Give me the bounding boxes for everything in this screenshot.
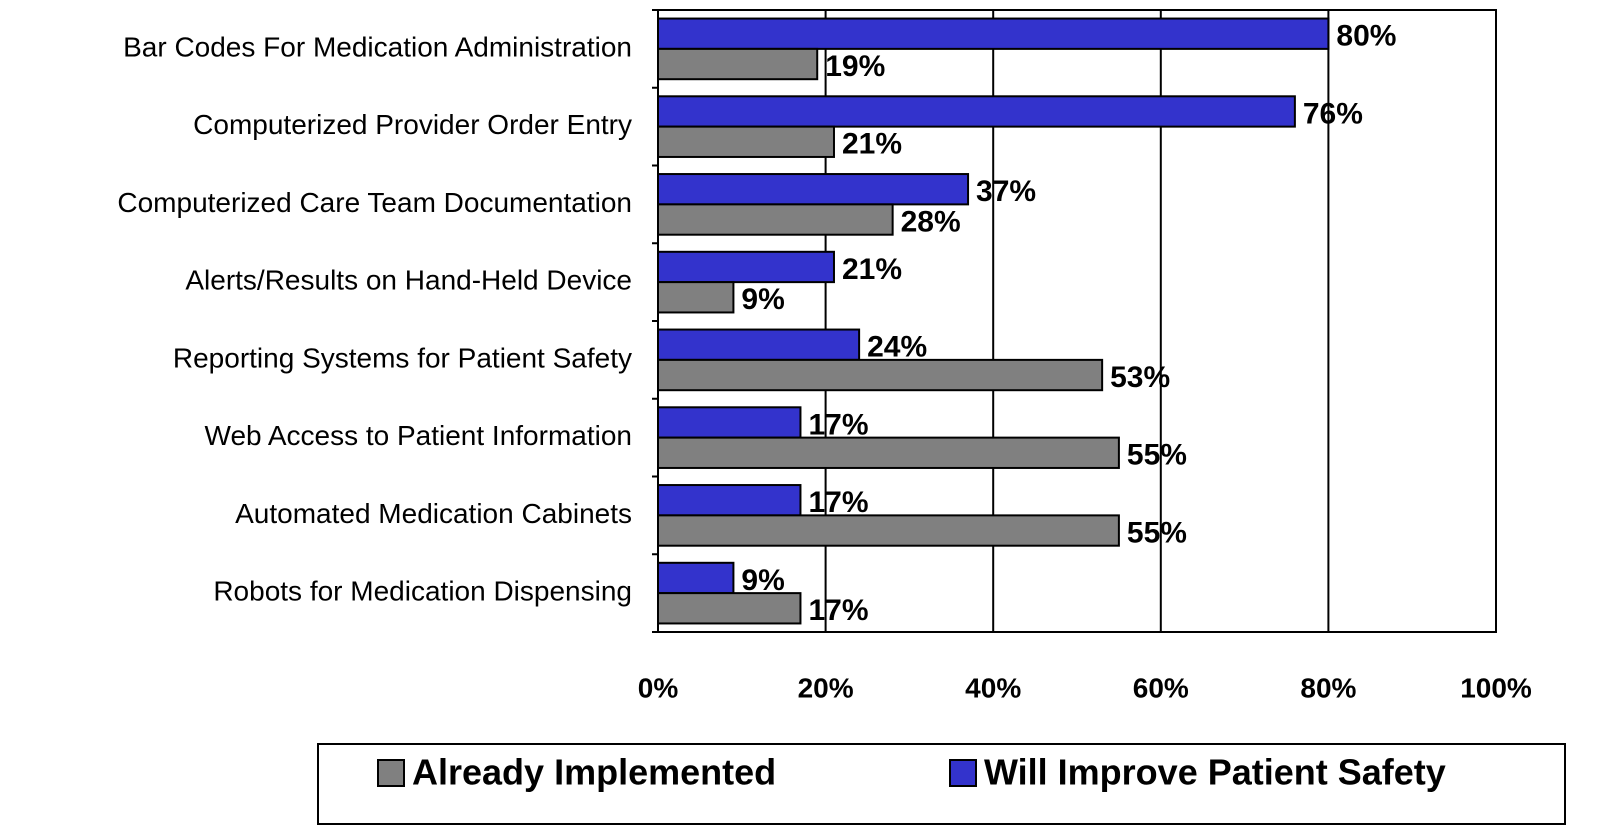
bar	[657, 514, 1120, 547]
legend-box	[317, 743, 1566, 825]
category-label: Alerts/Results on Hand-Held Device	[185, 265, 632, 296]
category-label: Web Access to Patient Information	[205, 420, 632, 451]
value-label: 53%	[1110, 361, 1170, 394]
legend-swatch	[377, 759, 405, 787]
value-label: 17%	[808, 408, 868, 441]
bar	[657, 125, 835, 158]
value-label: 21%	[842, 253, 902, 286]
value-label: 19%	[825, 50, 885, 83]
category-label: Bar Codes For Medication Administration	[123, 31, 632, 62]
x-tick-label: 100%	[1460, 672, 1532, 703]
bar	[657, 436, 1120, 469]
value-label: 21%	[842, 128, 902, 161]
bar	[657, 47, 819, 81]
value-label: 55%	[1127, 439, 1187, 472]
category-label: Automated Medication Cabinets	[235, 498, 632, 529]
value-label: 9%	[741, 283, 784, 316]
value-label: 28%	[901, 205, 961, 238]
bar	[657, 17, 1330, 50]
x-tick-label: 40%	[965, 672, 1021, 703]
bar	[657, 95, 1296, 128]
category-label: Computerized Care Team Documentation	[117, 187, 632, 218]
value-label: 24%	[867, 331, 927, 364]
bar	[657, 592, 802, 625]
bar	[657, 203, 894, 236]
value-label: 55%	[1127, 516, 1187, 549]
bar	[657, 358, 1104, 392]
value-label: 80%	[1336, 20, 1396, 53]
category-label: Computerized Provider Order Entry	[193, 109, 632, 140]
category-label: Robots for Medication Dispensing	[213, 576, 632, 607]
bar	[657, 281, 735, 314]
bar	[657, 561, 735, 595]
value-label: 37%	[976, 175, 1036, 208]
legend-label: Will Improve Patient Safety	[984, 752, 1446, 793]
bar	[657, 328, 861, 361]
category-label: Reporting Systems for Patient Safety	[173, 342, 632, 373]
x-tick-label: 20%	[798, 672, 854, 703]
x-tick-label: 80%	[1300, 672, 1356, 703]
value-label: 17%	[808, 486, 868, 519]
value-label: 9%	[741, 564, 784, 597]
x-tick-label: 0%	[638, 672, 679, 703]
value-label: 17%	[808, 594, 868, 627]
bar	[657, 173, 970, 206]
x-tick-label: 60%	[1133, 672, 1189, 703]
bar	[657, 406, 802, 439]
legend-swatch	[949, 759, 977, 787]
value-label: 76%	[1303, 97, 1363, 130]
bar	[657, 250, 835, 284]
bar	[657, 484, 802, 517]
legend-label: Already Implemented	[412, 752, 776, 793]
